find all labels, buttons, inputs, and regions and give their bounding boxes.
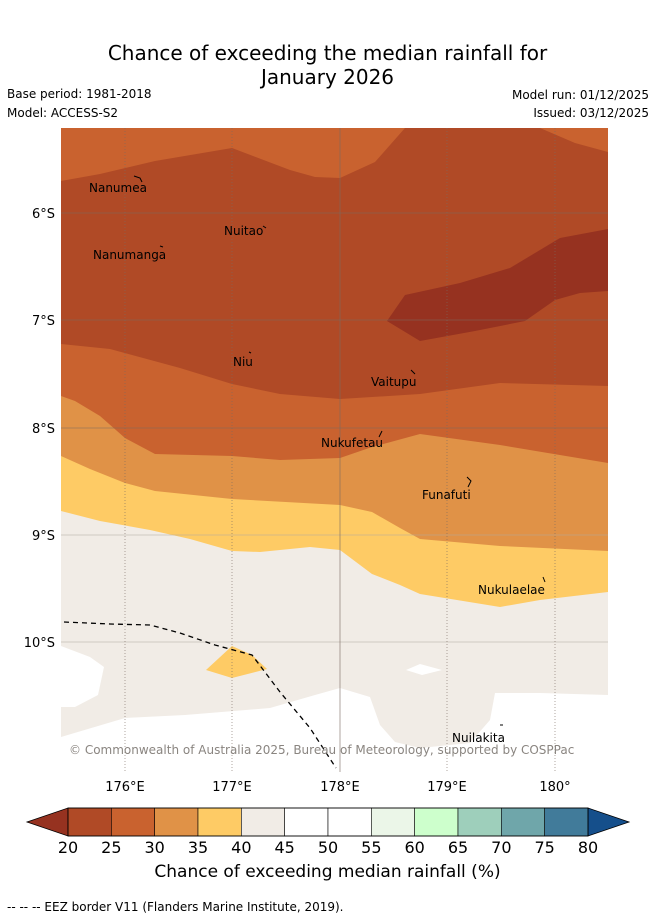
colorbar-segment: [371, 807, 415, 837]
band-35-40: [206, 646, 267, 678]
lon-label: 177°E: [212, 780, 252, 795]
map-title-line-1: Chance of exceeding the median rainfall …: [107, 41, 548, 65]
colorbar-segment: [67, 807, 112, 837]
colorbar-tick-label: 25: [101, 838, 121, 857]
place-label-nuitao: Nuitao: [224, 224, 263, 238]
colorbar-tick-label: 20: [58, 838, 78, 857]
colorbar: 20 25 30 35 40 45 50 55 60 65 70 75 80: [25, 807, 631, 857]
islands: [133, 175, 546, 726]
colorbar-tick-label: 60: [404, 838, 424, 857]
issued-date: Issued: 03/12/2025: [533, 106, 649, 120]
colorbar-segment: [111, 807, 155, 837]
colorbar-segment: [501, 807, 545, 837]
island-nuitao: [262, 225, 267, 229]
place-label-nanumea: Nanumea: [89, 181, 147, 195]
lon-label: 180°: [539, 780, 570, 795]
colorbar-ticks: 20 25 30 35 40 45 50 55 60 65 70 75 80: [58, 838, 598, 857]
colorbar-tick-label: 75: [534, 838, 554, 857]
lat-label: 9°S: [32, 529, 55, 544]
band-45-50: [406, 664, 442, 675]
model-name: Model: ACCESS-S2: [7, 106, 119, 120]
lon-label: 176°E: [105, 780, 145, 795]
place-label-niu: Niu: [233, 355, 253, 369]
island-nanumanga: [159, 245, 164, 248]
colorbar-segments: [67, 807, 589, 837]
base-period: Base period: 1981-2018: [7, 87, 152, 101]
colorbar-frame: [67, 807, 589, 837]
island-funafuti: [466, 476, 472, 488]
island-nukulaelae: [542, 576, 546, 583]
lon-label: 179°E: [427, 780, 467, 795]
colorbar-segment: [457, 807, 502, 837]
colorbar-over-arrow: [587, 807, 631, 837]
place-label-nukulaelae: Nukulaelae: [478, 583, 545, 597]
colorbar-segment: [284, 807, 329, 837]
eez-border: [63, 621, 337, 769]
band-45-50: [61, 646, 104, 707]
lat-label: 8°S: [32, 422, 55, 437]
colorbar-tick-label: 35: [188, 838, 208, 857]
model-run-date: Model run: 01/12/2025: [511, 88, 649, 102]
eez-border-note: -- -- -- EEZ border V11 (Flanders Marine…: [7, 900, 344, 914]
band-45-50: [61, 688, 608, 772]
copyright-notice: © Commonwealth of Australia 2025, Bureau…: [69, 743, 574, 757]
colorbar-title: Chance of exceeding median rainfall (%): [154, 862, 501, 882]
colorbar-tick-label: 30: [144, 838, 164, 857]
gridlines: [61, 128, 608, 772]
colorbar-under-arrow: [25, 807, 69, 837]
island-nukufetau: [378, 430, 383, 438]
place-label-vaitupu: Vaitupu: [371, 375, 417, 389]
colorbar-tick-label: 50: [318, 838, 338, 857]
colorbar-segment: [197, 807, 242, 837]
colorbar-tick-label: 40: [231, 838, 251, 857]
map-plot-area: Nanumea Nuitao Nanumanga Niu Vaitupu Nuk…: [61, 128, 608, 772]
colorbar-tick-label: 70: [491, 838, 511, 857]
colorbar-segment: [544, 807, 589, 837]
island-nanumea: [133, 175, 143, 183]
island-niu: [248, 351, 252, 354]
colorbar-segment: [414, 807, 459, 837]
latitude-labels: 6°S 7°S 8°S 9°S 10°S: [24, 207, 55, 651]
colorbar-tick-label: 80: [578, 838, 598, 857]
band-below-20: [387, 229, 608, 341]
lat-label: 6°S: [32, 207, 55, 222]
colorbar-segment: [241, 807, 285, 837]
map-title-line-2: January 2026: [260, 65, 395, 89]
colorbar-segment: [154, 807, 199, 837]
place-label-nanumanga: Nanumanga: [93, 248, 166, 262]
longitude-labels: 176°E 177°E 178°E 179°E 180°: [105, 780, 570, 795]
colorbar-segment: [327, 807, 372, 837]
place-label-funafuti: Funafuti: [422, 488, 471, 502]
lat-label: 10°S: [24, 636, 55, 651]
place-label-nuilakita: Nuilakita: [452, 731, 505, 745]
island-vaitupu: [410, 369, 416, 375]
lon-label: 178°E: [320, 780, 360, 795]
band-40-45: [61, 511, 608, 772]
place-label-nukufetau: Nukufetau: [321, 436, 383, 450]
colorbar-tick-label: 65: [448, 838, 468, 857]
lat-label: 7°S: [32, 314, 55, 329]
colorbar-tick-label: 45: [274, 838, 294, 857]
colorbar-tick-label: 55: [361, 838, 381, 857]
